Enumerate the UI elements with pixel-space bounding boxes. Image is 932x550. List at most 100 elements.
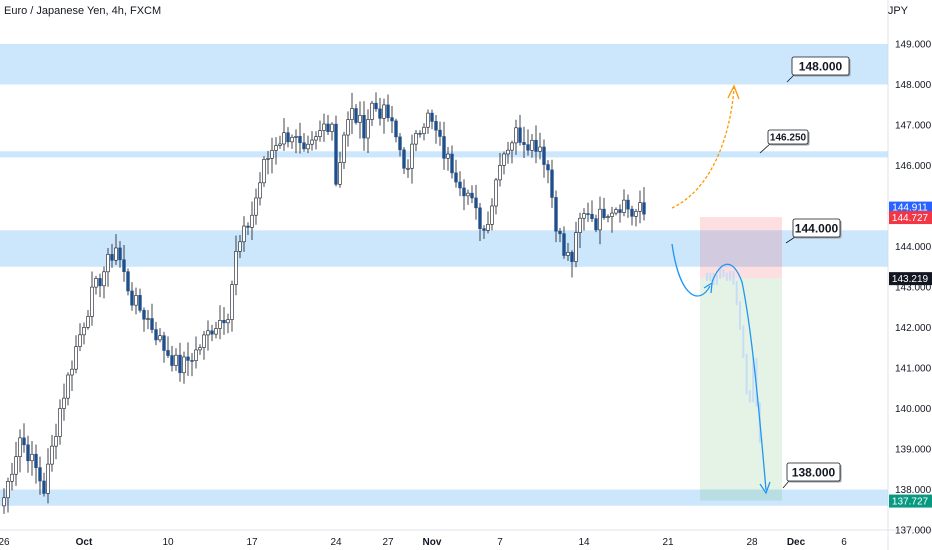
position-stop-zone (700, 217, 782, 279)
candle-up (498, 165, 502, 181)
time-tick-label: 10 (162, 537, 174, 548)
candle-down (150, 318, 154, 330)
time-tick-label: 6 (841, 537, 847, 548)
time-tick-label: 27 (382, 537, 394, 548)
candle-up (198, 347, 202, 351)
candle-up (106, 254, 110, 273)
candle-up (78, 334, 82, 347)
candle-down (334, 123, 338, 185)
candle-up (446, 153, 450, 159)
candle-up (486, 223, 490, 231)
candle-down (518, 127, 522, 143)
zone-support-138 (0, 489, 888, 506)
candle-down (418, 133, 422, 135)
bullish-projection-arrow (671, 87, 735, 209)
candle-down (602, 208, 606, 218)
candle-down (394, 120, 398, 138)
time-tick-label: 26 (0, 537, 10, 548)
candle-up (538, 146, 542, 152)
projection-candle (735, 280, 738, 306)
candle-down (594, 218, 598, 231)
candle-up (282, 132, 286, 145)
candle-down (482, 228, 486, 231)
candle-up (306, 143, 310, 150)
candle-up (318, 130, 322, 137)
price-tick-label: 142.000 (895, 323, 932, 334)
candle-up (426, 112, 430, 128)
candle-down (22, 437, 26, 446)
time-tick-label: 28 (746, 537, 758, 548)
candle-up (490, 205, 494, 225)
candle-up (134, 295, 138, 306)
callout-label: 138.000 (792, 465, 836, 479)
candle-up (242, 225, 246, 243)
callout-label: 144.000 (795, 221, 839, 235)
candle-up (606, 216, 610, 218)
candle-up (514, 127, 518, 144)
projection-candle (729, 270, 732, 281)
time-tick-label: 7 (497, 537, 503, 548)
price-tick-label: 141.000 (895, 364, 932, 375)
price-tick-label: 139.000 (895, 445, 932, 456)
time-tick-label: Dec (787, 537, 806, 548)
candle-down (522, 142, 526, 145)
candle-down (246, 225, 250, 228)
candle-down (402, 149, 406, 169)
candle-down (26, 444, 30, 462)
candle-up (530, 139, 534, 151)
candles (2, 92, 646, 514)
candle-up (314, 136, 318, 141)
current-price-label: 144.911 (892, 203, 928, 214)
projection-candle (722, 268, 725, 277)
candle-up (610, 212, 614, 217)
candle-down (398, 136, 402, 151)
callout-pointer (785, 236, 796, 244)
bearish-projection-arrow (711, 263, 767, 491)
candle-up (294, 136, 298, 138)
candle-up (18, 437, 22, 458)
candle-down (550, 169, 554, 198)
candle-down (362, 115, 366, 139)
price-badge (889, 211, 932, 225)
candle-down (542, 146, 546, 165)
candle-down (478, 207, 482, 229)
price-tick-label: 147.000 (895, 121, 932, 132)
candle-down (430, 112, 434, 122)
candle-up (86, 316, 90, 328)
candle-down (390, 117, 394, 122)
callout-label: 146.250 (770, 133, 807, 144)
candle-up (350, 108, 354, 120)
projection-candle (739, 301, 741, 330)
projection-candle (752, 357, 755, 403)
candle-up (14, 456, 18, 475)
candle-up (310, 139, 314, 145)
candle-down (570, 251, 574, 262)
candle-down (154, 329, 158, 341)
candle-down (178, 354, 182, 374)
price-tick-label: 143.000 (895, 283, 932, 294)
candle-down (442, 136, 446, 159)
projection-candle (715, 274, 718, 285)
candle-up (638, 202, 642, 212)
candle-up (358, 115, 362, 123)
projection-candle (706, 272, 708, 281)
candle-down (558, 230, 562, 235)
pullback-arrow (671, 243, 711, 297)
candle-up (158, 335, 162, 341)
time-tick-label: Nov (423, 537, 442, 548)
candle-down (586, 213, 590, 215)
candle-up (254, 197, 258, 216)
candle-up (30, 453, 34, 462)
candle-up (342, 134, 346, 163)
candle-up (346, 119, 350, 136)
projection-candle (725, 272, 728, 281)
candle-up (10, 473, 14, 482)
price-badge-label: 144.727 (892, 213, 929, 224)
candle-down (34, 453, 38, 468)
candle-down (286, 132, 290, 143)
candle-up (62, 397, 66, 409)
candle-down (374, 102, 378, 110)
candle-up (566, 251, 570, 256)
zone-support-144 (0, 230, 888, 267)
